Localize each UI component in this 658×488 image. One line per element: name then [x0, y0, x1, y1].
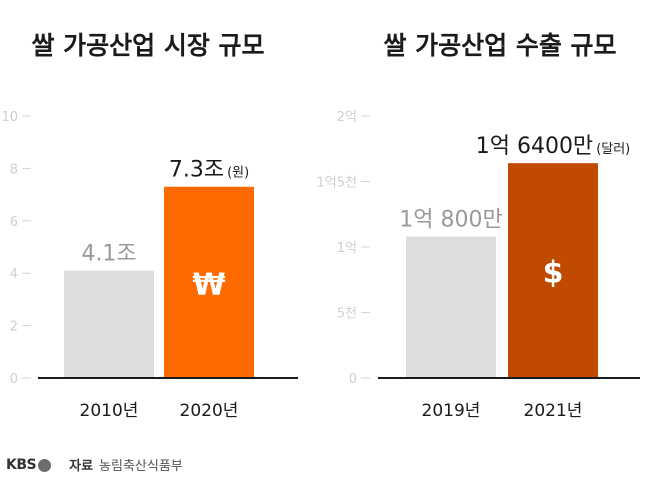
bar	[164, 186, 254, 378]
bar	[64, 270, 154, 378]
data-label: 7.3조 (원)	[169, 158, 249, 183]
y-tick-label: 8	[10, 162, 18, 177]
bar	[406, 236, 496, 378]
y-tick-label: 0	[10, 372, 18, 387]
x-category-label: 2019년	[422, 401, 481, 421]
x-category-label: 2020년	[180, 401, 239, 421]
unit-note: (달러)	[596, 142, 630, 157]
y-tick-label: 1억5천	[317, 176, 357, 191]
y-tick-label: 6	[10, 215, 18, 230]
unit-note: (원)	[227, 166, 249, 181]
bar	[508, 163, 598, 378]
data-label: 1억 6400만 (달러)	[476, 134, 631, 159]
dollar-sign-icon: $	[543, 256, 564, 291]
won-sign-icon: ₩	[192, 267, 225, 302]
y-tick-label: 2억	[337, 110, 357, 125]
source-text: 농림축산식품부	[99, 459, 183, 474]
kbs-logo-icon	[38, 459, 52, 472]
y-tick-label: 4	[10, 267, 18, 282]
y-tick-label: 0	[349, 372, 357, 387]
left-chart-title: 쌀 가공산업 시장 규모	[31, 31, 265, 60]
data-label: 1억 800만	[399, 208, 502, 233]
y-tick-label: 5천	[337, 307, 357, 322]
x-category-label: 2021년	[524, 401, 583, 421]
footer: KBS 자료 농림축산식품부	[6, 455, 183, 475]
kbs-logo: KBS	[6, 456, 37, 473]
data-label: 4.1조	[81, 242, 136, 267]
right-chart-title: 쌀 가공산업 수출 규모	[383, 31, 617, 60]
y-tick-label: 10	[1, 110, 18, 125]
y-tick-label: 1억	[337, 241, 357, 256]
x-category-label: 2010년	[80, 401, 139, 421]
y-tick-label: 2	[10, 320, 18, 335]
source-label: 자료	[69, 459, 94, 474]
